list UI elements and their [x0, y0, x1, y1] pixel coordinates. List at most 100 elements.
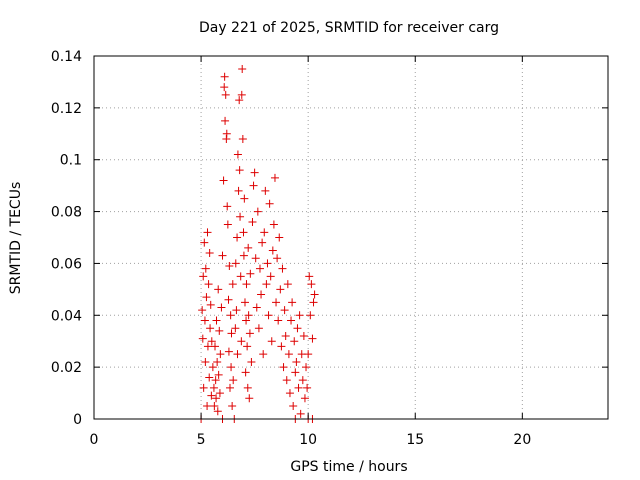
x-tick-label: 0 [90, 432, 99, 448]
data-point [199, 272, 208, 281]
data-point [262, 280, 271, 289]
x-tick-label: 15 [406, 432, 424, 448]
data-point [227, 363, 236, 372]
data-point [246, 269, 255, 278]
data-point [203, 342, 212, 351]
data-point [299, 332, 308, 341]
data-point [222, 129, 231, 138]
data-point [239, 228, 248, 237]
data-point [240, 298, 249, 307]
y-tick-label: 0.14 [51, 49, 82, 65]
data-point [241, 368, 250, 377]
data-point [290, 337, 299, 346]
data-point [238, 64, 247, 73]
data-point [218, 251, 227, 260]
data-point [255, 264, 264, 273]
x-tick-label: 20 [513, 432, 531, 448]
data-point [250, 168, 259, 177]
data-point [200, 238, 209, 247]
data-point [252, 303, 261, 312]
data-point [240, 194, 249, 203]
data-point [198, 306, 207, 315]
data-point [261, 186, 270, 195]
data-point [242, 316, 251, 325]
data-point [232, 306, 241, 315]
data-point [224, 295, 233, 304]
data-points [197, 64, 319, 423]
data-point [205, 373, 214, 382]
plot-frame [93, 55, 609, 420]
data-point [231, 324, 240, 333]
data-point [209, 383, 218, 392]
data-point [204, 280, 213, 289]
data-point [267, 337, 276, 346]
data-point [278, 264, 287, 273]
data-point [264, 311, 273, 320]
data-point [284, 350, 293, 359]
data-point [305, 272, 314, 281]
data-point [245, 394, 254, 403]
data-point [285, 389, 294, 398]
data-point [265, 199, 274, 208]
data-point [206, 324, 215, 333]
data-point [203, 402, 212, 411]
data-point [233, 233, 242, 242]
data-point [216, 350, 225, 359]
axis-ticks: 0 0.02 0.04 0.06 0.08 0.1 0.12 0.14 0 5 10 15 20 [51, 49, 608, 448]
data-point [292, 357, 301, 366]
data-point [275, 233, 284, 242]
data-point [258, 238, 267, 247]
data-point [245, 329, 254, 338]
data-point [214, 285, 223, 294]
data-point [269, 220, 278, 229]
data-point [223, 220, 232, 229]
data-point [242, 280, 251, 289]
data-point [243, 383, 252, 392]
data-point [277, 342, 286, 351]
y-axis-label: SRMTID / TECUs [8, 182, 24, 295]
y-tick-label: 0.02 [51, 360, 82, 376]
data-point [223, 202, 232, 211]
data-point [294, 383, 303, 392]
data-point [274, 316, 283, 325]
data-point [254, 324, 263, 333]
data-point [233, 150, 242, 159]
data-point [211, 376, 220, 385]
data-point [220, 72, 229, 81]
data-point [210, 402, 219, 411]
data-point [233, 350, 242, 359]
data-point [225, 262, 234, 271]
data-point [289, 402, 298, 411]
y-tick-label: 0.06 [51, 256, 82, 272]
data-point [237, 337, 246, 346]
data-point [272, 298, 281, 307]
y-tick-label: 0 [73, 412, 82, 428]
data-point [279, 363, 288, 372]
y-tick-label: 0.12 [51, 101, 82, 117]
data-point [296, 409, 305, 418]
data-point [202, 293, 211, 302]
data-point [200, 316, 209, 325]
data-point [199, 383, 208, 392]
data-point [243, 342, 252, 351]
data-point [229, 376, 238, 385]
data-point [298, 376, 307, 385]
data-point [310, 290, 319, 299]
data-point [244, 311, 253, 320]
data-point [201, 357, 210, 366]
y-tick-label: 0.1 [60, 153, 82, 169]
x-tick-label: 10 [299, 432, 317, 448]
data-point [249, 181, 258, 190]
y-tick-label: 0.04 [51, 308, 82, 324]
data-point [282, 376, 291, 385]
data-point [215, 389, 224, 398]
data-point [236, 212, 245, 221]
data-point [251, 254, 260, 263]
data-point [198, 334, 207, 343]
data-point [215, 326, 224, 335]
data-point [268, 246, 277, 255]
data-point [212, 394, 221, 403]
data-point [235, 166, 244, 175]
data-point [266, 272, 275, 281]
data-point [207, 391, 216, 400]
